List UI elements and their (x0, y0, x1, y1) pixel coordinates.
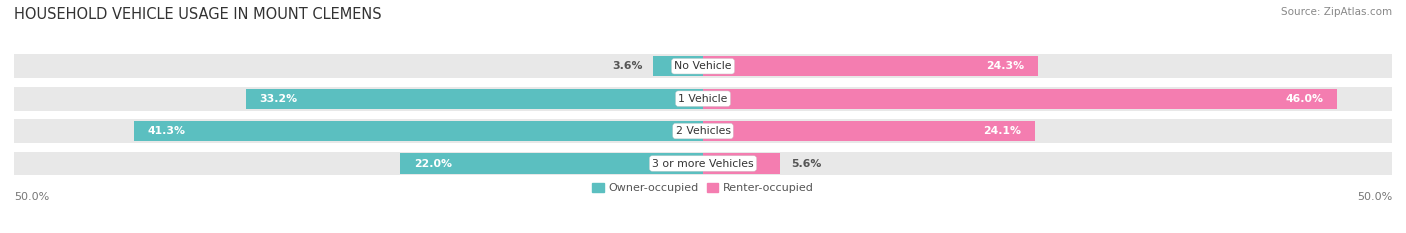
Text: 50.0%: 50.0% (14, 192, 49, 202)
Text: 50.0%: 50.0% (1357, 192, 1392, 202)
Text: 46.0%: 46.0% (1285, 94, 1323, 104)
Bar (703, 154, 780, 174)
Bar (703, 89, 1337, 109)
Bar (246, 89, 703, 109)
Text: 33.2%: 33.2% (259, 94, 298, 104)
Bar (399, 154, 703, 174)
Text: 24.3%: 24.3% (986, 61, 1024, 71)
Bar (134, 121, 703, 141)
Text: 5.6%: 5.6% (792, 158, 821, 168)
Text: Source: ZipAtlas.com: Source: ZipAtlas.com (1281, 7, 1392, 17)
Bar (14, 87, 1392, 111)
Legend: Owner-occupied, Renter-occupied: Owner-occupied, Renter-occupied (588, 178, 818, 197)
Text: 1 Vehicle: 1 Vehicle (678, 94, 728, 104)
Bar (654, 56, 703, 76)
Text: 2 Vehicles: 2 Vehicles (675, 126, 731, 136)
Bar (703, 121, 1035, 141)
Text: 24.1%: 24.1% (983, 126, 1021, 136)
Bar (14, 54, 1392, 78)
Text: 3 or more Vehicles: 3 or more Vehicles (652, 158, 754, 168)
Text: HOUSEHOLD VEHICLE USAGE IN MOUNT CLEMENS: HOUSEHOLD VEHICLE USAGE IN MOUNT CLEMENS (14, 7, 381, 22)
Bar (14, 119, 1392, 143)
Text: 22.0%: 22.0% (413, 158, 451, 168)
Text: 41.3%: 41.3% (148, 126, 186, 136)
Bar (14, 151, 1392, 175)
Text: 3.6%: 3.6% (612, 61, 643, 71)
Text: No Vehicle: No Vehicle (675, 61, 731, 71)
Bar (703, 56, 1038, 76)
